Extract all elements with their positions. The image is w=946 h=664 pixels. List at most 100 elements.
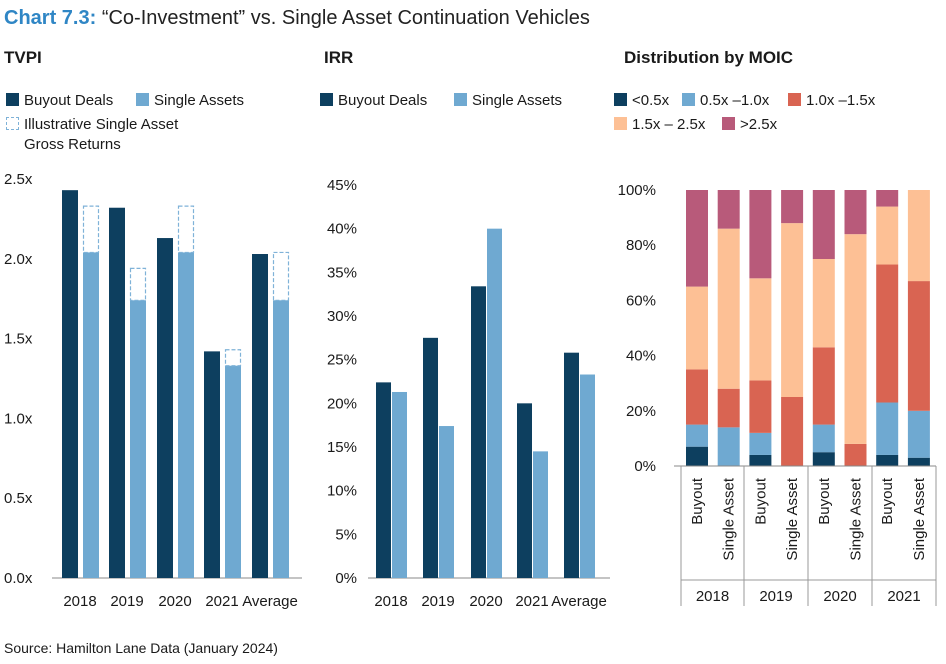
group-label: 2020 bbox=[823, 588, 856, 605]
segment-1-5x-2-5x bbox=[749, 278, 772, 381]
bar-single-asset bbox=[392, 391, 407, 578]
moic-chart: 0% 20% 40% 60% 80% 100% Buyout Single Asset Buyo… bbox=[618, 182, 937, 606]
legend-swatch-single bbox=[136, 93, 149, 106]
y-tick-label: 2.5x bbox=[4, 171, 33, 188]
bar-single-asset bbox=[178, 252, 194, 578]
segment-lt-0-5x bbox=[812, 452, 835, 466]
segment-gt-2-5x bbox=[812, 190, 835, 259]
moic-legend-15-25: 1.5x – 2.5x bbox=[614, 116, 705, 133]
y-tick-label: 0.5x bbox=[4, 490, 33, 507]
y-tick-label: 80% bbox=[626, 237, 656, 254]
x-tick-label: Average bbox=[551, 593, 607, 610]
tvpi-legend-illustrative-line2: Gross Returns bbox=[24, 136, 121, 153]
tvpi-subtitle: TVPI bbox=[4, 48, 42, 67]
bar-buyout bbox=[62, 190, 78, 578]
segment-gt-2-5x bbox=[876, 190, 899, 207]
segment-0-5x-1-0x bbox=[812, 424, 835, 453]
group-label: 2018 bbox=[696, 588, 729, 605]
segment-1-5x-2-5x bbox=[844, 234, 867, 444]
legend-label: >2.5x bbox=[740, 116, 778, 133]
segment-1-5x-2-5x bbox=[717, 228, 740, 389]
y-tick-label: 1.5x bbox=[4, 331, 33, 348]
legend-label: 1.0x –1.5x bbox=[806, 92, 876, 109]
y-tick-label: 1.0x bbox=[4, 410, 33, 427]
group-label: 2019 bbox=[759, 588, 792, 605]
legend-label: Single Assets bbox=[154, 92, 245, 109]
x-tick-label: 2019 bbox=[421, 593, 454, 610]
x-tick-label: 2018 bbox=[374, 593, 407, 610]
segment-1-5x-2-5x bbox=[686, 286, 708, 370]
segment-gt-2-5x bbox=[686, 190, 708, 287]
y-tick-label: 60% bbox=[626, 292, 656, 309]
legend-swatch-05-10 bbox=[682, 93, 695, 106]
group-label: 2021 bbox=[887, 588, 920, 605]
y-tick-label: 2.0x bbox=[4, 251, 33, 268]
x-tick-label: 2019 bbox=[110, 593, 143, 610]
x-tick-label: 2020 bbox=[158, 593, 191, 610]
x-tick-label: Buyout bbox=[689, 477, 706, 525]
segment-1-0x-1-5x bbox=[717, 388, 740, 428]
irr-chart: 0% 5% 10% 15% 20% 25% 30% 35% 40% 45% 2018 2019 2020… bbox=[327, 177, 610, 610]
bar-buyout bbox=[204, 351, 220, 578]
x-tick-label: 2018 bbox=[63, 593, 96, 610]
y-tick-label: 35% bbox=[327, 264, 357, 281]
segment-lt-0-5x bbox=[876, 454, 899, 466]
chart-title: Chart 7.3: “Co-Investment” vs. Single As… bbox=[4, 7, 590, 30]
y-tick-label: 20% bbox=[327, 395, 357, 412]
x-tick-label: Buyout bbox=[752, 477, 769, 525]
y-tick-label: 0.0x bbox=[4, 570, 33, 587]
x-tick-label: 2020 bbox=[469, 593, 502, 610]
legend-label: Single Assets bbox=[472, 92, 563, 109]
moic-legend-10-15: 1.0x –1.5x bbox=[788, 92, 875, 109]
y-tick-label: 0% bbox=[634, 458, 656, 475]
bar-single-asset bbox=[130, 300, 146, 578]
bar-buyout bbox=[252, 254, 268, 578]
moic-legend-lt05: <0.5x bbox=[614, 92, 669, 109]
x-tick-label: Single Asset bbox=[911, 477, 928, 560]
y-tick-label: 40% bbox=[626, 348, 656, 365]
x-tick-label: Single Asset bbox=[784, 477, 801, 560]
bar-illustrative-gross bbox=[272, 251, 290, 301]
segment-0-5x-1-0x bbox=[749, 432, 772, 455]
legend-swatch-lt05 bbox=[614, 93, 627, 106]
segment-1-0x-1-5x bbox=[876, 264, 899, 403]
segment-gt-2-5x bbox=[717, 190, 740, 229]
legend-swatch-illustrative bbox=[6, 117, 19, 130]
legend-label: Buyout Deals bbox=[338, 92, 428, 109]
x-tick-label: Single Asset bbox=[721, 477, 738, 560]
x-tick-label: Single Asset bbox=[848, 477, 865, 560]
irr-legend-buyout: Buyout Deals bbox=[320, 92, 427, 109]
tvpi-legend-single: Single Assets bbox=[136, 92, 244, 109]
segment-1-0x-1-5x bbox=[749, 380, 772, 433]
legend-swatch-buyout bbox=[6, 93, 19, 106]
bar-single-asset bbox=[580, 374, 595, 578]
segment-0-5x-1-0x bbox=[717, 427, 740, 466]
segment-1-0x-1-5x bbox=[812, 347, 835, 425]
bar-single-asset bbox=[487, 228, 502, 578]
x-tick-label: Buyout bbox=[816, 477, 833, 525]
bar-single-asset bbox=[225, 365, 241, 578]
segment-0-5x-1-0x bbox=[686, 424, 708, 447]
segment-gt-2-5x bbox=[844, 190, 867, 235]
moic-legend-05-10: 0.5x –1.0x bbox=[682, 92, 769, 109]
y-tick-label: 30% bbox=[327, 308, 357, 325]
segment-1-0x-1-5x bbox=[907, 281, 930, 411]
segment-1-5x-2-5x bbox=[781, 223, 804, 397]
tvpi-chart: 0.0x 0.5x 1.0x 1.5x 2.0x 2.5x 2018 2019 2020 2021… bbox=[4, 171, 302, 610]
bar-illustrative-gross bbox=[129, 267, 147, 301]
irr-legend-single: Single Assets bbox=[454, 92, 562, 109]
segment-0-5x-1-0x bbox=[876, 402, 899, 455]
x-tick-label: 2021 bbox=[515, 593, 548, 610]
segment-gt-2-5x bbox=[749, 190, 772, 279]
segment-0-5x-1-0x bbox=[907, 410, 930, 458]
x-tick-label: 2021 bbox=[205, 593, 238, 610]
bar-buyout bbox=[517, 403, 532, 578]
segment-1-5x-2-5x bbox=[876, 206, 899, 265]
bar-illustrative-gross bbox=[177, 205, 195, 254]
y-tick-label: 10% bbox=[327, 483, 357, 500]
segment-1-0x-1-5x bbox=[686, 369, 708, 425]
chart-title-text: “Co-Investment” vs. Single Asset Continu… bbox=[101, 7, 590, 29]
bar-single-asset bbox=[533, 451, 548, 578]
segment-gt-2-5x bbox=[781, 190, 804, 224]
legend-label: Buyout Deals bbox=[24, 92, 114, 109]
